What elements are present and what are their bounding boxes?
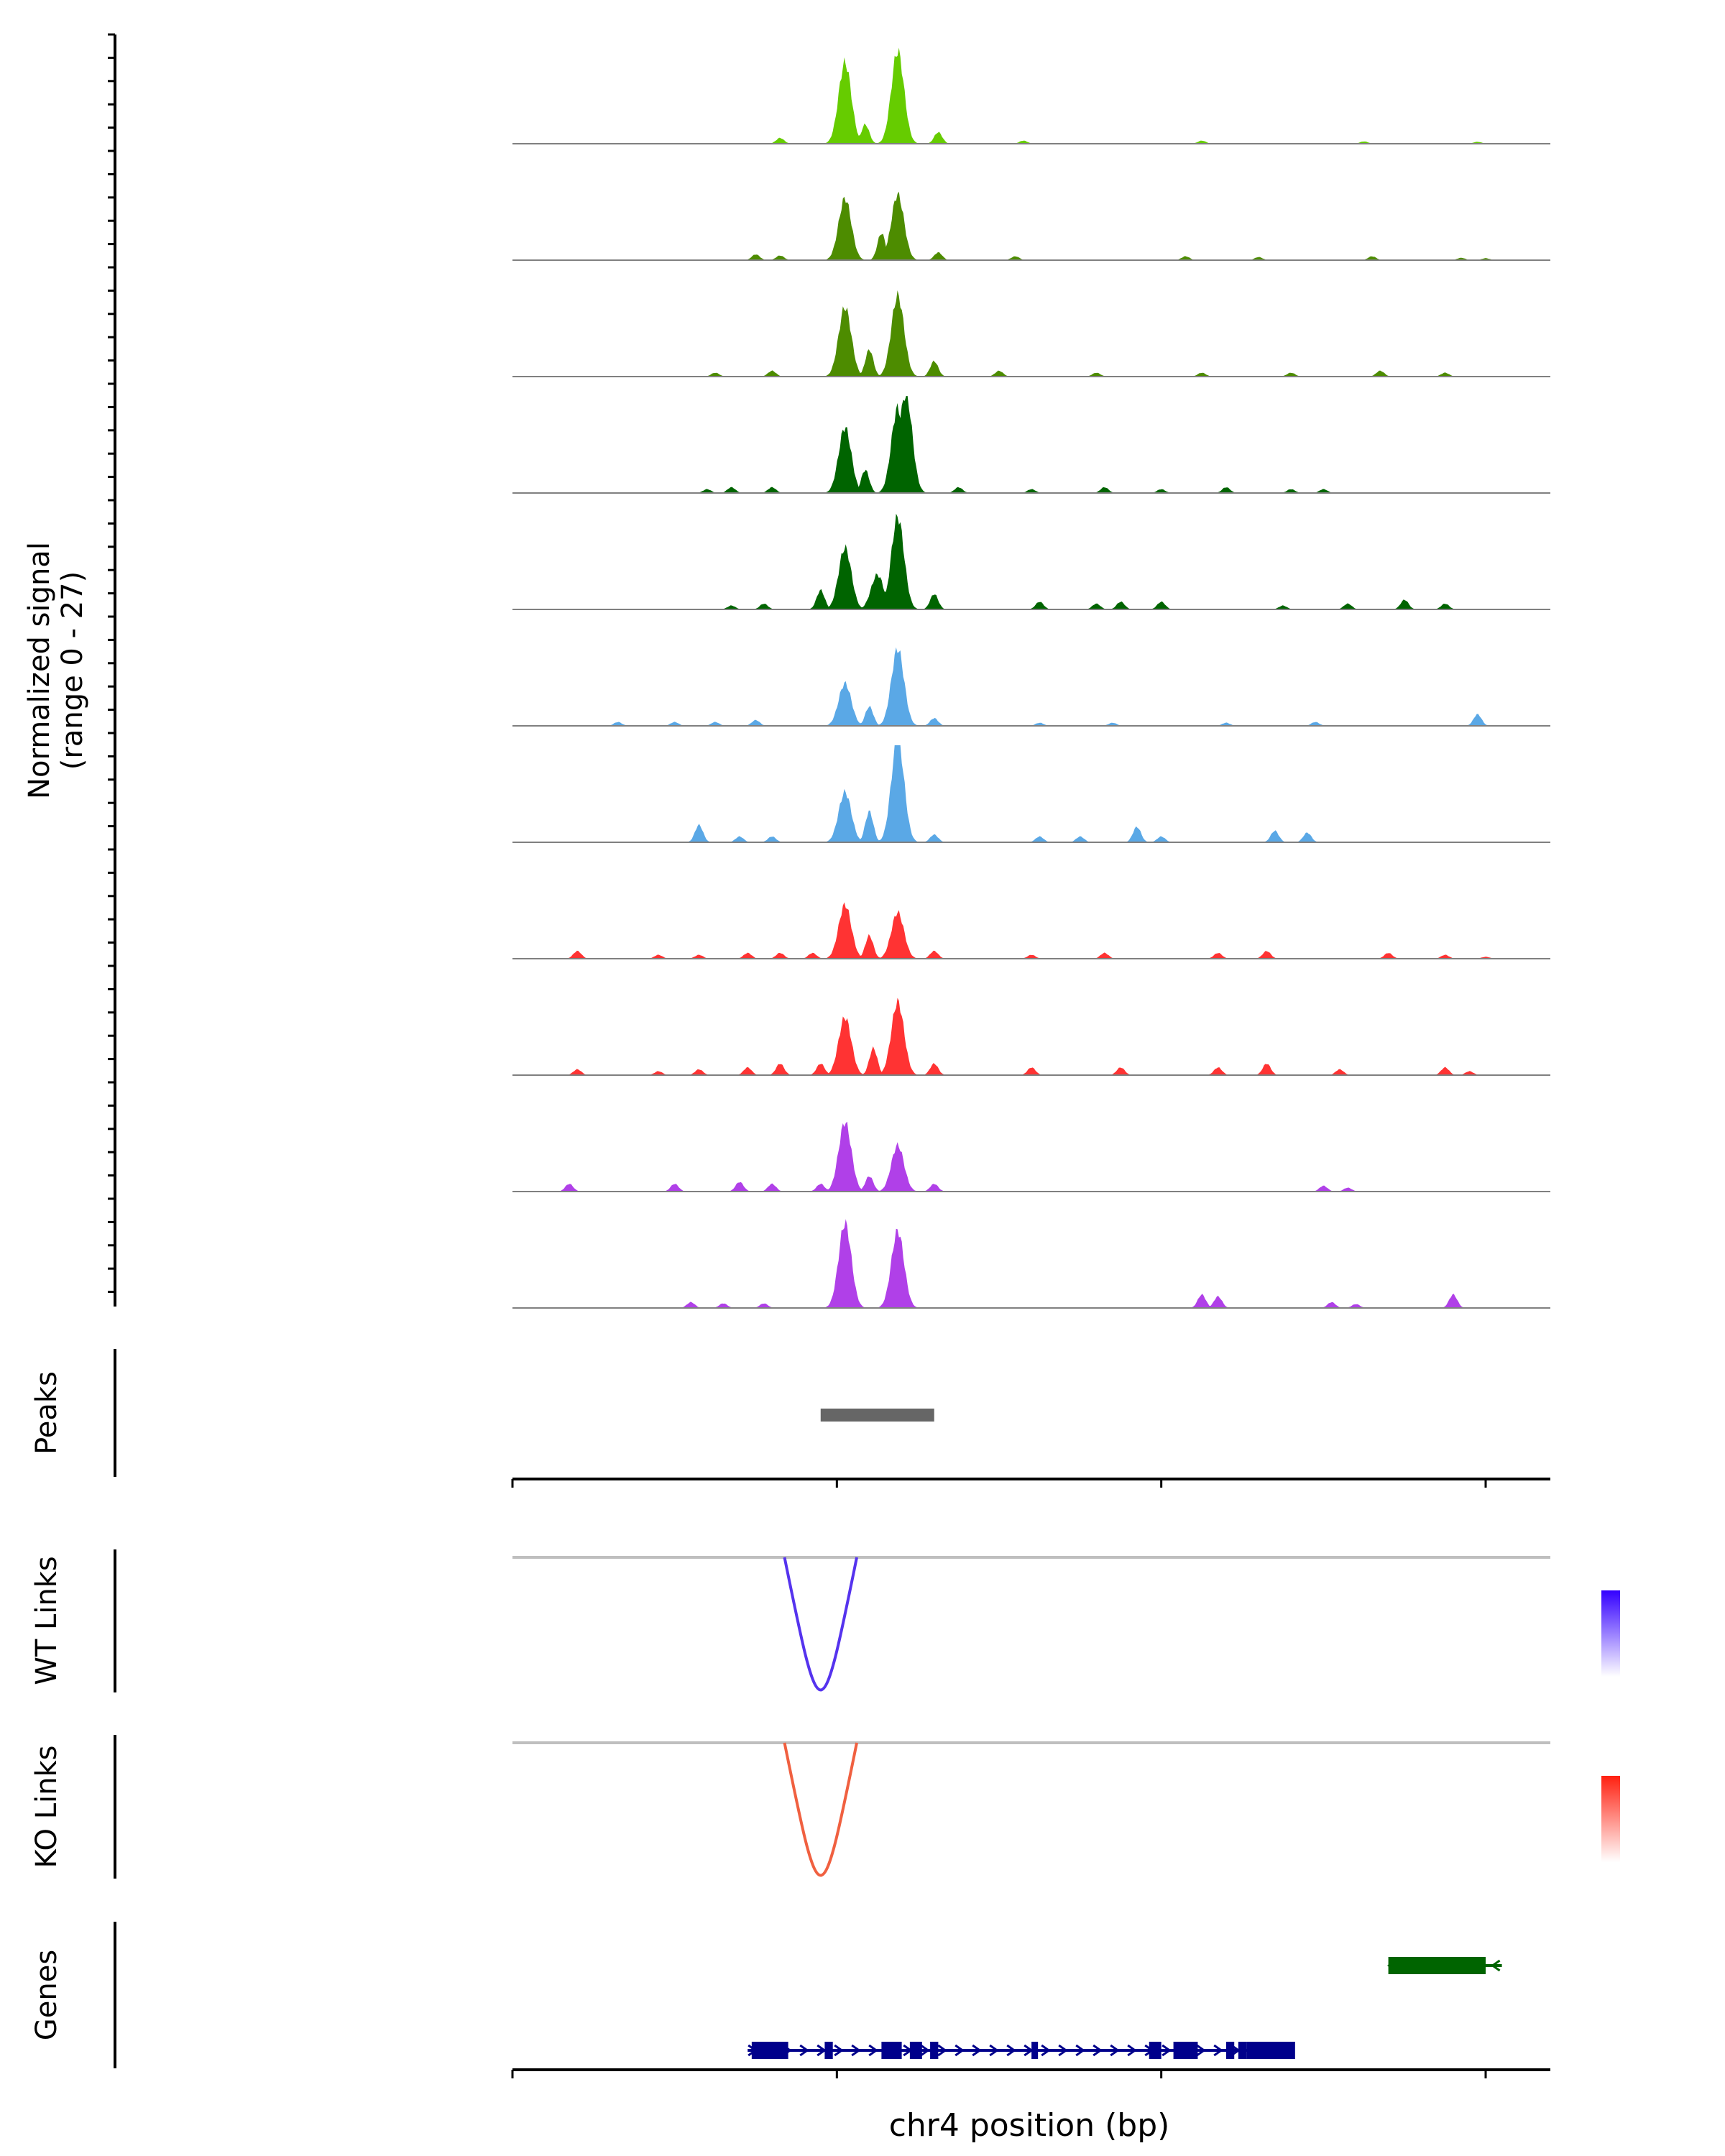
position-axis-bottom <box>511 2068 1550 2078</box>
gene-exon <box>881 2042 902 2059</box>
coverage-signal-area <box>561 998 1501 1075</box>
gene-strand-arrow <box>1490 1959 1501 1972</box>
coverage-y-label: Normalized signal (range 0 - 27) <box>23 542 89 799</box>
gene-strand-arrow <box>989 2044 999 2057</box>
gene-strand-arrow <box>816 2044 827 2057</box>
gene-strand-arrow <box>1196 2044 1206 2057</box>
coverage-signal-area <box>561 513 1501 609</box>
gene-models <box>748 1957 1502 2059</box>
gene-exon <box>824 2042 833 2059</box>
position-axis-top <box>511 1478 1550 1488</box>
gene-strand-arrow <box>834 2044 844 2057</box>
coverage-signal-area <box>561 290 1501 377</box>
x-axis-title: chr4 position (bp) <box>889 2107 1170 2144</box>
ko-links-label: KO Links <box>30 1746 63 1869</box>
coverage-track <box>512 1121 1550 1192</box>
gene-strand-arrow <box>1213 2044 1223 2057</box>
coverage-signal-area <box>561 191 1501 260</box>
coverage-track <box>512 290 1550 377</box>
coverage-track <box>512 647 1550 727</box>
legend-colorbar <box>1601 1776 1620 1862</box>
coverage-signal-area <box>561 647 1501 726</box>
peaks-label: Peaks <box>30 1371 63 1455</box>
wt-links-label: WT Links <box>30 1556 63 1685</box>
gene-strand-arrow <box>1110 2044 1120 2057</box>
gene-strand-arrow <box>868 2044 878 2057</box>
coverage-signal-area <box>561 47 1501 144</box>
gene-model <box>748 2042 1295 2059</box>
gene-exon <box>1388 1957 1486 1974</box>
coverage-track <box>512 396 1550 494</box>
gene-exon <box>751 2042 788 2059</box>
coverage-tracks <box>512 47 1550 1309</box>
gene-strand-arrow <box>1127 2044 1137 2057</box>
gene-strand-arrow <box>937 2044 947 2057</box>
peak-bars <box>820 1409 934 1422</box>
gene-strand-arrow <box>1041 2044 1051 2057</box>
score-legends <box>1601 1590 1620 1862</box>
coverage-ylabel-line1: Normalized signal <box>23 542 56 799</box>
gene-strand-arrow <box>920 2044 930 2057</box>
peaks-section: Peaks <box>30 1349 1550 1488</box>
link-arcs <box>512 1556 1550 1877</box>
gene-exon <box>1238 2042 1247 2059</box>
gene-strand-arrow <box>1006 2044 1016 2057</box>
gene-exon <box>1031 2042 1039 2059</box>
peak-bar <box>820 1409 934 1422</box>
gene-exon <box>1225 2042 1235 2059</box>
coverage-track <box>512 745 1550 843</box>
links-section: WT Links KO Links <box>30 1549 1620 1879</box>
gene-strand-arrow <box>954 2044 965 2057</box>
coverage-track <box>512 513 1550 610</box>
gene-exon <box>1246 2042 1295 2059</box>
gene-strand-arrow <box>799 2044 809 2057</box>
link-arc <box>783 1742 858 1877</box>
genes-section: Genes chr4 position (bp) <box>30 1922 1550 2144</box>
gene-strand-arrow <box>1058 2044 1068 2057</box>
gene-strand-arrow <box>851 2044 861 2057</box>
gene-strand-arrow <box>972 2044 982 2057</box>
gene-exon <box>909 2042 922 2059</box>
coverage-track <box>512 47 1550 144</box>
gene-strand-arrow <box>1092 2044 1103 2057</box>
coverage-ylabel-line2: (range 0 - 27) <box>56 571 89 770</box>
coverage-section: Normalized signal (range 0 - 27) <box>23 33 1550 1309</box>
gene-model <box>1386 1957 1502 1974</box>
coverage-track <box>512 1219 1550 1309</box>
gene-exon <box>930 2042 939 2059</box>
gene-strand-arrow <box>1162 2044 1172 2057</box>
gene-strand-arrow <box>1075 2044 1085 2057</box>
coverage-track <box>512 191 1550 261</box>
coverage-signal-area <box>561 1121 1501 1192</box>
gene-exon <box>1173 2042 1198 2059</box>
coverage-signal-area <box>561 1219 1501 1308</box>
coverage-signal-area <box>561 902 1501 959</box>
coverage-signal-area <box>561 745 1501 842</box>
gene-exon <box>1149 2042 1162 2059</box>
legend-colorbar <box>1601 1590 1620 1677</box>
coverage-track <box>512 902 1550 959</box>
coverage-y-ticks <box>108 33 115 1294</box>
link-arc <box>783 1557 858 1692</box>
coverage-signal-area <box>561 396 1501 493</box>
genes-label: Genes <box>30 1950 63 2040</box>
coverage-track <box>512 998 1550 1076</box>
